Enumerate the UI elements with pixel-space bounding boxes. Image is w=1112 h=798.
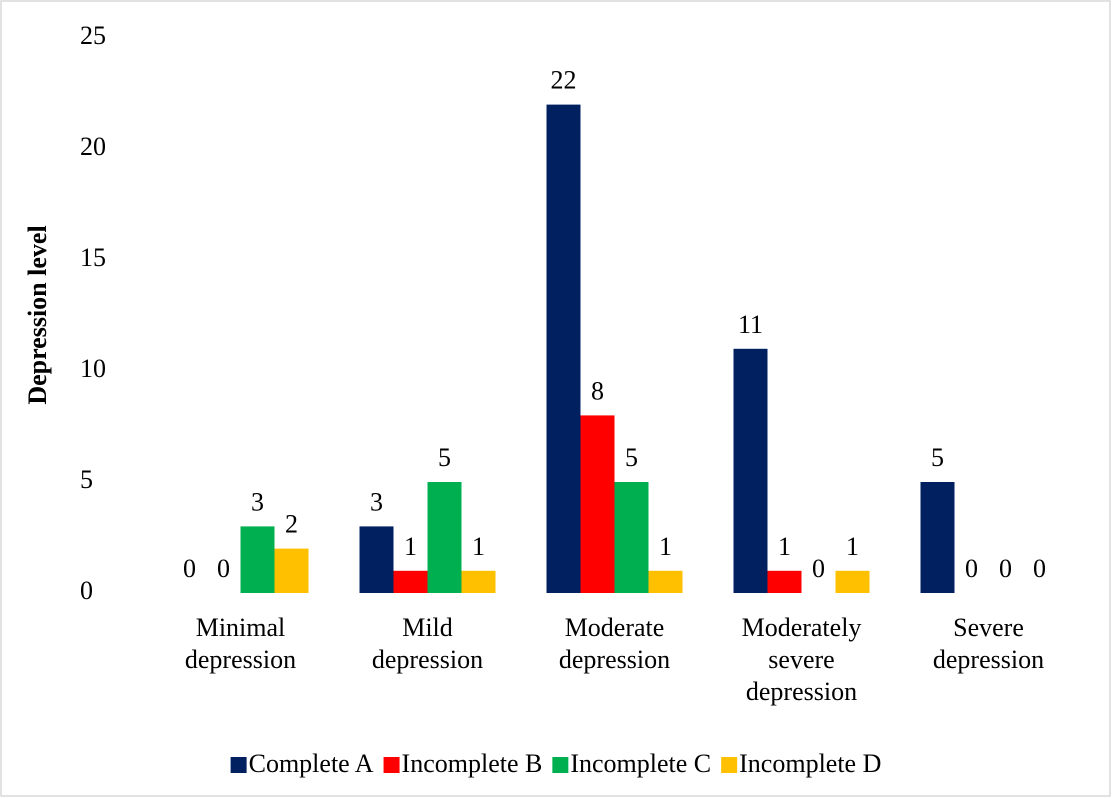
bar [648,570,683,593]
data-label: 1 [472,532,485,561]
data-label: 3 [251,487,264,516]
y-axis-label: Depression level [23,225,52,404]
bar [733,348,768,593]
data-label: 0 [1033,554,1046,583]
legend-label: Incomplete D [739,749,881,778]
y-tick-label: 0 [80,576,93,605]
legend-label: Incomplete C [570,749,711,778]
bar [240,526,275,593]
data-label: 1 [778,532,791,561]
data-label: 0 [217,554,230,583]
data-label: 0 [183,554,196,583]
y-tick-label: 5 [80,465,93,494]
data-label: 5 [931,443,944,472]
y-tick-label: 10 [80,354,106,383]
x-tick-label: Moderate depression [559,613,670,674]
data-label: 0 [812,554,825,583]
legend-label: Incomplete B [402,749,543,778]
data-label: 1 [659,532,672,561]
data-label: 2 [285,510,298,539]
legend-swatch [721,757,738,773]
bar [920,482,955,593]
bar [614,482,649,593]
x-tick-label: Minimal depression [185,613,296,674]
y-tick-label: 25 [80,21,106,50]
y-tick-label: 15 [80,243,106,272]
data-label: 1 [404,532,417,561]
x-tick-label: Severe depression [933,613,1044,674]
data-label: 1 [846,532,859,561]
bar [393,570,428,593]
legend-label: Complete A [249,749,374,778]
x-tick-label: Mild depression [372,613,483,674]
data-label: 0 [965,554,978,583]
bar [767,570,802,593]
data-label: 0 [999,554,1012,583]
bar [427,482,462,593]
legend-swatch [552,757,569,773]
data-label: 3 [370,487,383,516]
y-tick-label: 20 [80,132,106,161]
bar [835,570,870,593]
data-label: 8 [591,376,604,405]
data-label: 11 [738,310,763,339]
bar [461,570,496,593]
legend-swatch [230,757,247,773]
legend-swatch [383,757,400,773]
data-label: 22 [551,66,577,95]
bar [359,526,394,593]
data-label: 5 [625,443,638,472]
x-tick-label: Moderately severe depression [742,613,862,706]
bar [546,104,581,593]
bar [580,415,615,593]
data-label: 5 [438,443,451,472]
bar [274,548,309,593]
